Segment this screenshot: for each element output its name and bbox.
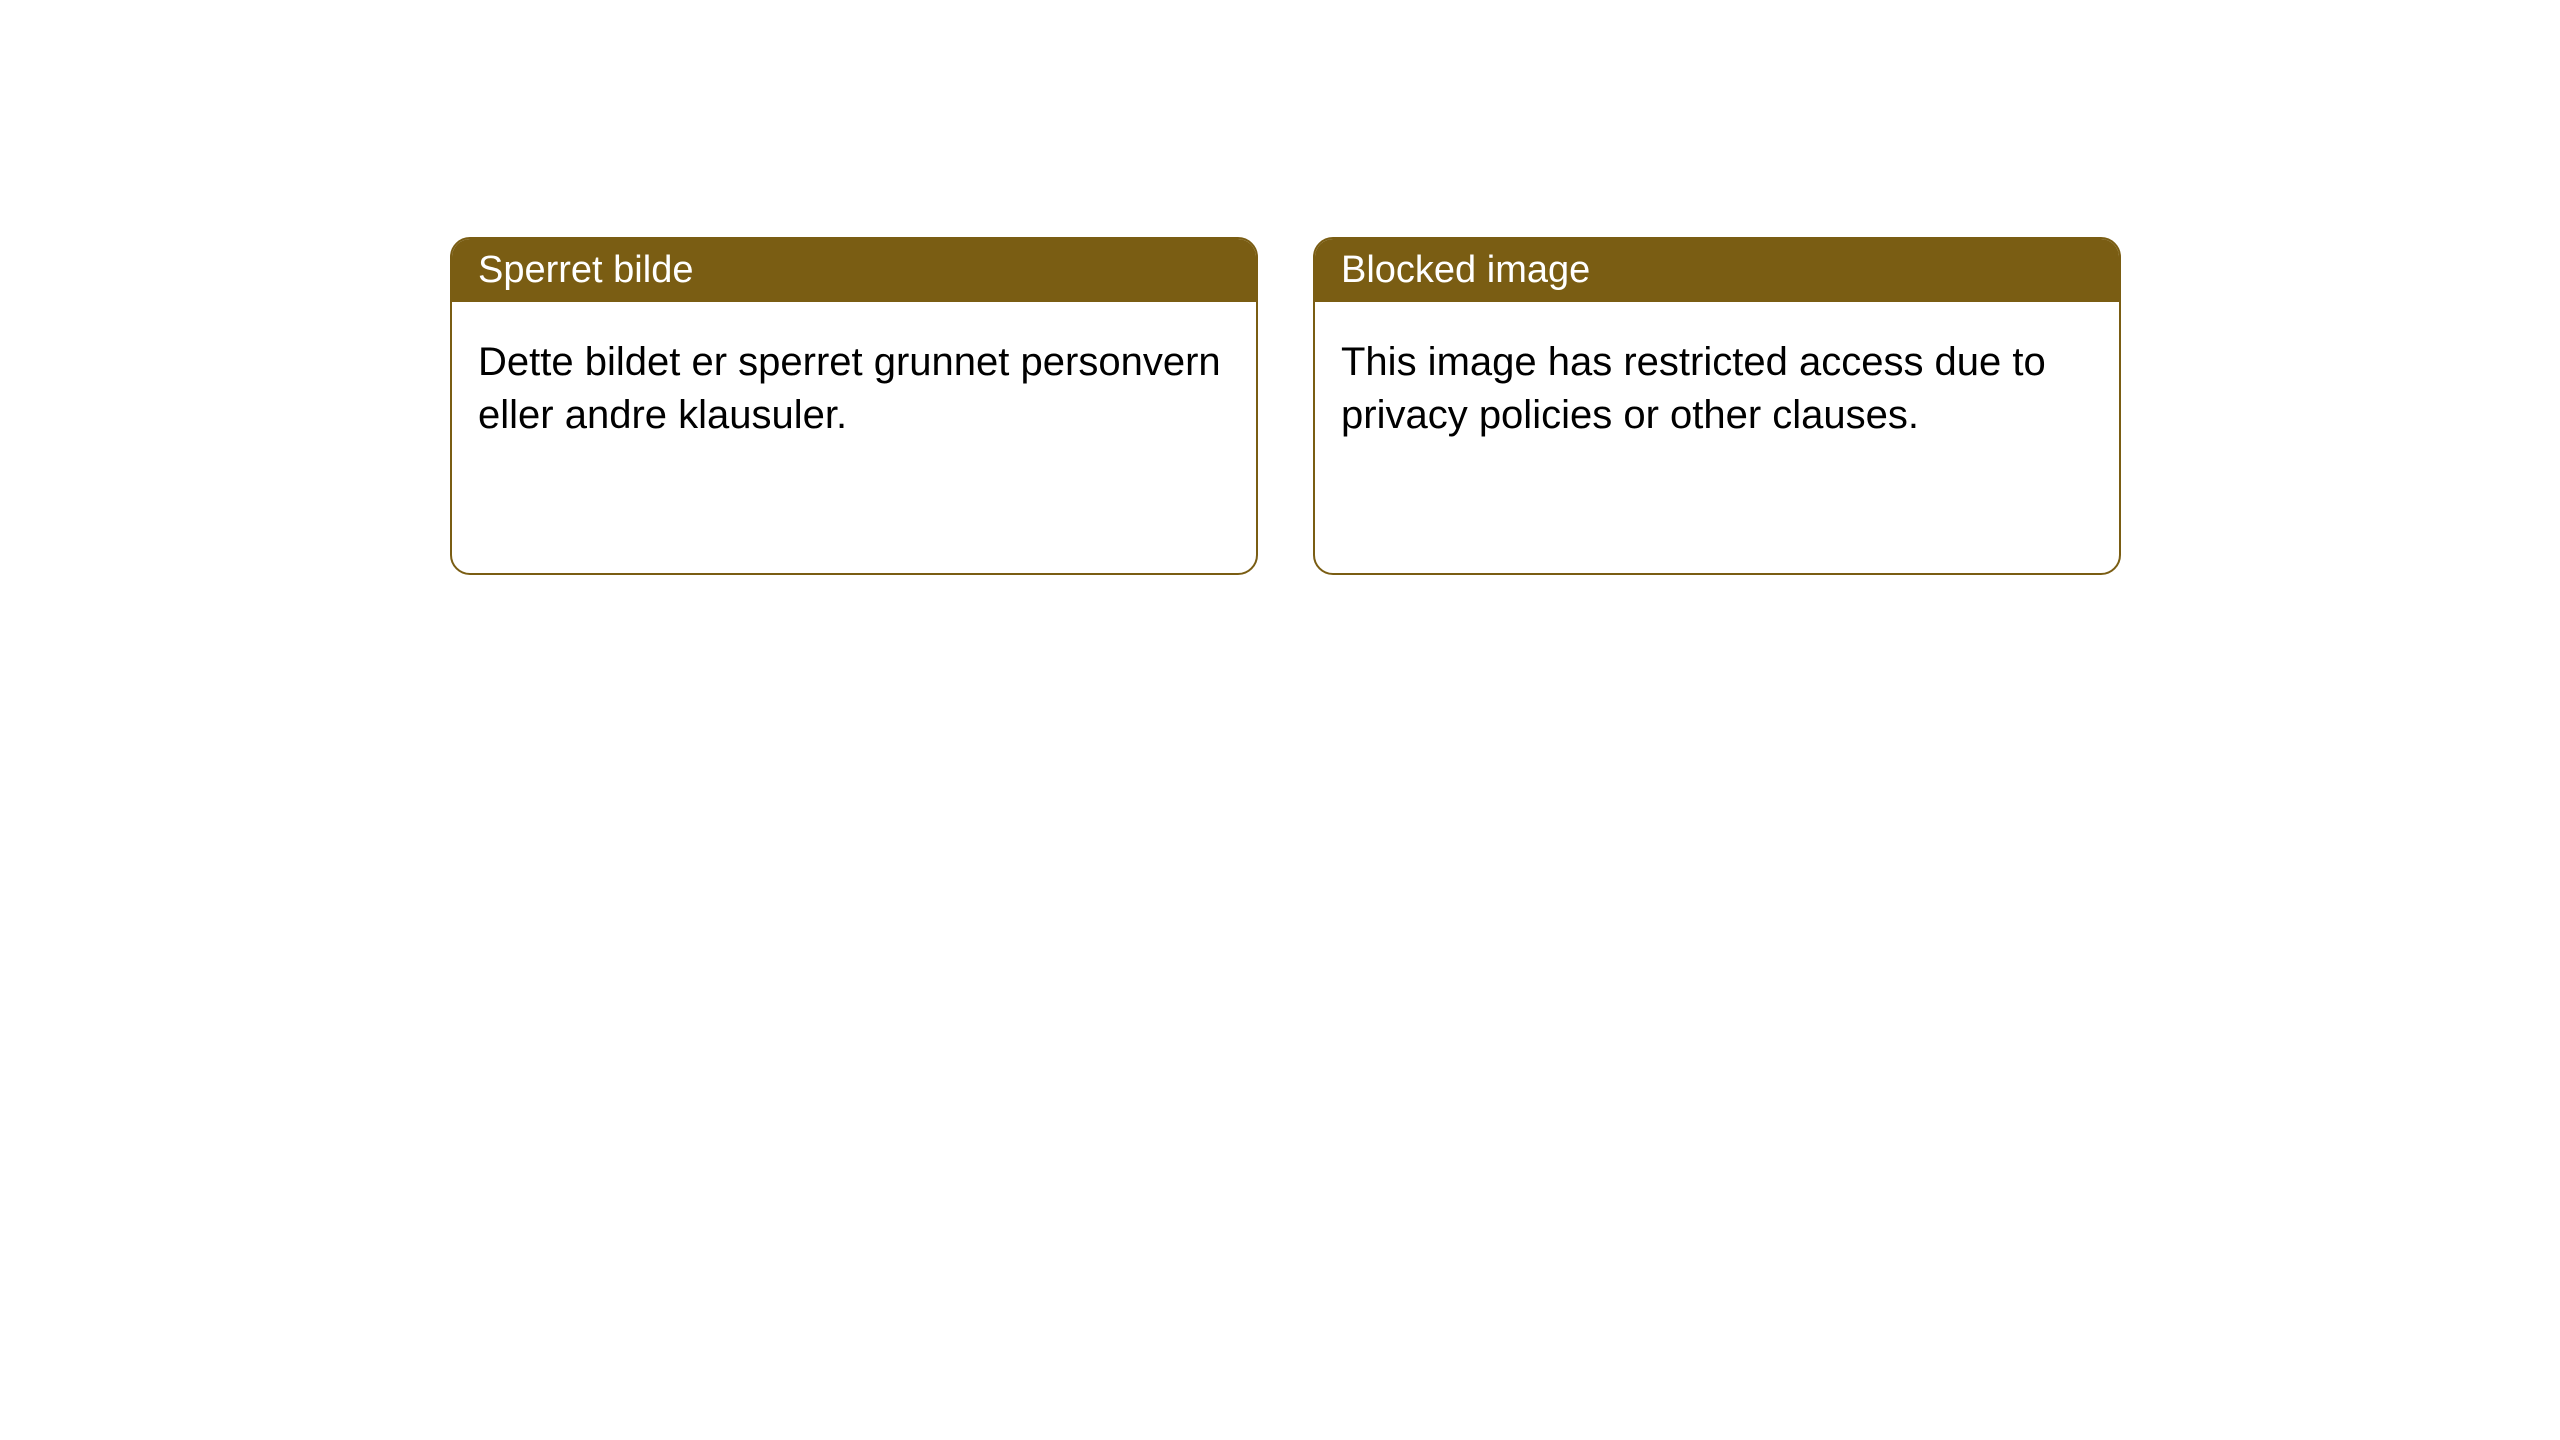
notice-title: Blocked image	[1341, 249, 1590, 291]
notice-title: Sperret bilde	[478, 249, 693, 291]
notice-header: Blocked image	[1315, 239, 2119, 302]
notice-container: Sperret bilde Dette bildet er sperret gr…	[0, 0, 2560, 575]
notice-body-text: Dette bildet er sperret grunnet personve…	[478, 340, 1221, 437]
notice-header: Sperret bilde	[452, 239, 1256, 302]
notice-body: This image has restricted access due to …	[1315, 302, 2119, 476]
notice-card-english: Blocked image This image has restricted …	[1313, 237, 2121, 575]
notice-body: Dette bildet er sperret grunnet personve…	[452, 302, 1256, 476]
notice-body-text: This image has restricted access due to …	[1341, 340, 2046, 437]
notice-card-norwegian: Sperret bilde Dette bildet er sperret gr…	[450, 237, 1258, 575]
